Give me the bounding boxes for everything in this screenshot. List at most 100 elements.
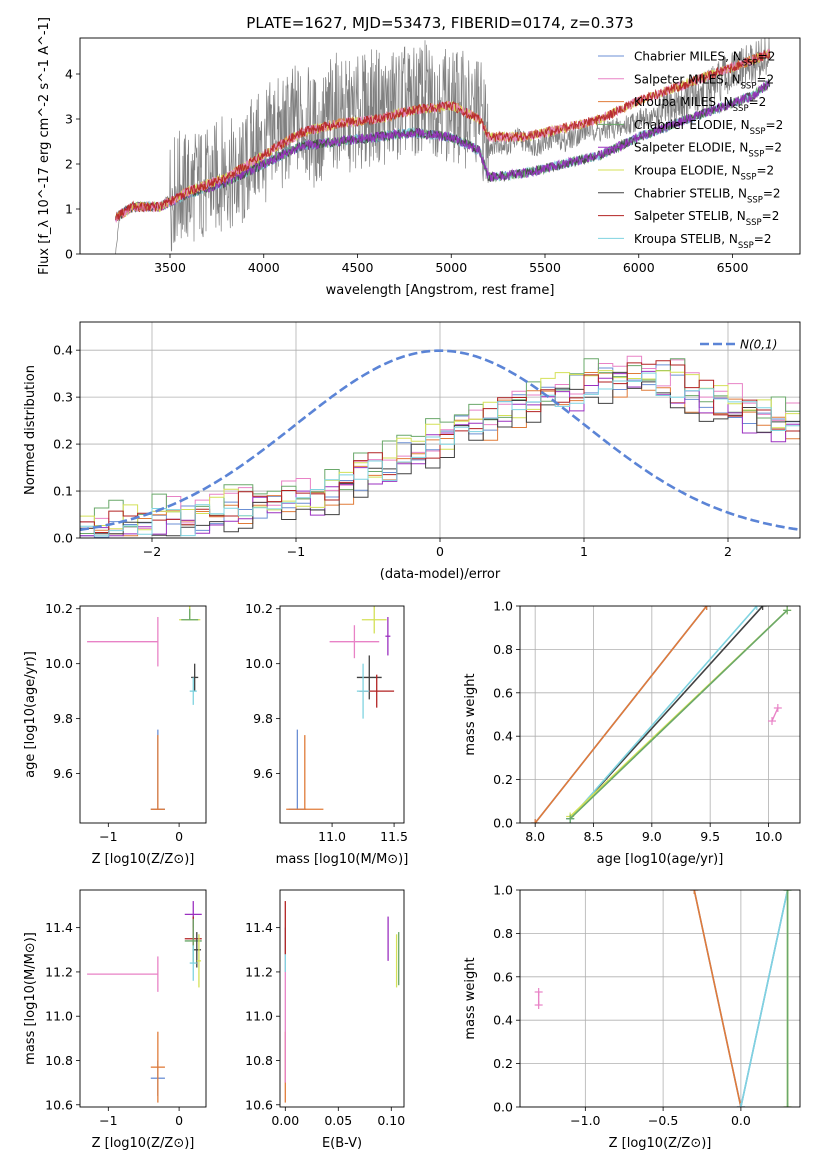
legend-subscript: SSP	[738, 241, 754, 251]
y-tick-label: 10.6	[45, 1097, 73, 1112]
x-axis-label: wavelength [Angstrom, rest frame]	[326, 283, 555, 298]
y-tick-label: 1.0	[493, 599, 513, 614]
y-tick-label: 3	[65, 112, 73, 127]
legend-tail: =2	[764, 141, 782, 155]
y-tick-label: 9.6	[53, 766, 73, 781]
residual-histogram-series	[80, 364, 800, 538]
panel-residual-histogram: −2 −1 0 1 2 0.0 0.1 0.2 0.3 0.4 (data-model)/error…	[23, 321, 801, 582]
axes-frame	[79, 605, 207, 824]
residual-histogram-series	[80, 360, 800, 533]
axes-frame	[279, 889, 405, 1108]
panel-weight-vs-age: 8.0 8.5 9.0 9.5 10.0 0.0 0.2 0.4 0.6 0.8 1.0 age [l…	[463, 599, 801, 867]
y-tick-label: 0.4	[493, 1013, 513, 1028]
y-axis-label: age [log10(age/yr)]	[23, 651, 38, 778]
y-tick-label: 0.6	[493, 685, 513, 700]
x-tick-label: −0.5	[648, 1113, 678, 1128]
y-axis-label: mass weight	[463, 957, 478, 1039]
y-tick-label: 11.2	[45, 964, 73, 979]
y-tick-label: 10.0	[45, 656, 73, 671]
axes-frame	[519, 889, 801, 1108]
y-tick-label: 2	[65, 157, 73, 172]
x-tick-label: 0	[175, 1113, 183, 1128]
y-axis-label: mass [log10(M/M⊙)]	[23, 932, 38, 1065]
x-axis-label: Z [log10(Z/Z⊙)]	[92, 1136, 195, 1151]
axes-frame	[79, 321, 801, 539]
weight-line	[740, 890, 789, 1107]
x-axis-label: (data-model)/error	[380, 567, 501, 582]
x-tick-label: −1	[99, 1113, 117, 1128]
legend-entry: Chabrier STELIB, NSSP=2	[634, 186, 781, 205]
x-tick-label: 5000	[435, 260, 467, 275]
residual-histogram-series	[80, 358, 800, 534]
legend-entry: Salpeter STELIB, NSSP=2	[634, 209, 779, 228]
y-tick-label: 0.4	[493, 729, 513, 744]
x-tick-label: −2	[143, 544, 161, 559]
legend-subscript: SSP	[742, 59, 758, 69]
y-tick-label: 11.4	[245, 920, 273, 935]
plot-area	[87, 606, 201, 810]
weight-line	[534, 606, 708, 823]
legend-subscript: SSP	[750, 127, 766, 137]
legend-tail: =2	[763, 186, 781, 200]
x-tick-label: 9.5	[700, 829, 720, 844]
x-axis-label: Z [log10(Z/Z⊙)]	[609, 1136, 712, 1151]
residual-histogram-series	[80, 370, 800, 537]
y-tick-label: 4	[65, 67, 73, 82]
plot-area	[520, 890, 800, 1107]
x-tick-label: 6000	[623, 260, 655, 275]
x-axis-label: E(B-V)	[322, 1136, 362, 1151]
residual-histogram-series	[80, 372, 800, 537]
plot-area	[286, 606, 395, 810]
y-tick-label: 11.0	[45, 1009, 73, 1024]
residual-histogram-series	[80, 372, 800, 537]
legend-entry: Salpeter ELODIE, NSSP=2	[634, 141, 782, 160]
x-tick-label: −1	[99, 829, 117, 844]
legend-subscript: SSP	[741, 81, 757, 91]
x-tick-label: 9.0	[642, 829, 662, 844]
x-tick-label: 0	[175, 829, 183, 844]
plot-area	[115, 38, 771, 254]
y-tick-label: 0.0	[493, 816, 513, 831]
y-tick-label: 11.0	[245, 1009, 273, 1024]
legend-entry: Kroupa ELODIE, NSSP=2	[634, 164, 774, 183]
residual-histogram-series	[80, 355, 800, 530]
x-tick-label: 0	[436, 544, 444, 559]
y-tick-label: 0.3	[53, 390, 73, 405]
residual-histogram-series	[80, 370, 800, 531]
legend-entry: Chabrier MILES, NSSP=2	[634, 50, 775, 69]
weight-line	[569, 609, 788, 820]
x-tick-label: 4500	[342, 260, 374, 275]
legend-entry: N(0,1)	[740, 338, 777, 352]
y-tick-label: 0.0	[493, 1100, 513, 1115]
x-tick-label: 1	[580, 544, 588, 559]
observed-spectrum	[115, 38, 771, 254]
panel-age-vs-Z: −1 0 9.6 9.8 10.0 10.2 Z [log10(Z/Z⊙)] age [log…	[23, 601, 207, 867]
weight-line	[771, 707, 779, 722]
y-axis-label: Flux [f_λ 10^-17 erg cm^-2 s^-1 A^-1]	[37, 17, 52, 275]
x-tick-label: 4000	[248, 260, 280, 275]
x-tick-label: 0.00	[271, 1113, 299, 1128]
y-tick-label: 10.2	[245, 601, 273, 616]
legend-tail: =2	[756, 164, 774, 178]
panel-mass-vs-EBV: 0.00 0.05 0.10 10.6 10.8 11.0 11.2 11.4 E(B-V)	[245, 889, 405, 1151]
model-spectrum	[115, 50, 771, 221]
x-tick-label: 6500	[717, 260, 749, 275]
y-axis-label: mass weight	[463, 673, 478, 755]
panel-weight-vs-Z: −1.0 −0.5 0.0 0.0 0.2 0.4 0.6 0.8 1.0 Z [log10(Z/…	[463, 883, 801, 1151]
y-tick-label: 9.8	[53, 711, 73, 726]
figure-title: PLATE=1627, MJD=53473, FIBERID=0174, z=0…	[246, 14, 633, 32]
y-tick-label: 0.0	[53, 531, 73, 546]
x-tick-label: 10.0	[755, 829, 783, 844]
x-tick-label: 2	[724, 544, 732, 559]
x-axis-label: mass [log10(M/M⊙)]	[276, 852, 409, 867]
y-tick-label: 0.6	[493, 969, 513, 984]
weight-line	[693, 890, 742, 1107]
x-tick-label: 0.10	[377, 1113, 405, 1128]
x-tick-label: 11.0	[318, 829, 346, 844]
y-tick-label: 0.4	[53, 343, 73, 358]
x-tick-label: −1	[287, 544, 305, 559]
x-tick-label: 8.0	[525, 829, 545, 844]
legend-tail: =2	[758, 50, 776, 64]
y-tick-label: 0.8	[493, 642, 513, 657]
